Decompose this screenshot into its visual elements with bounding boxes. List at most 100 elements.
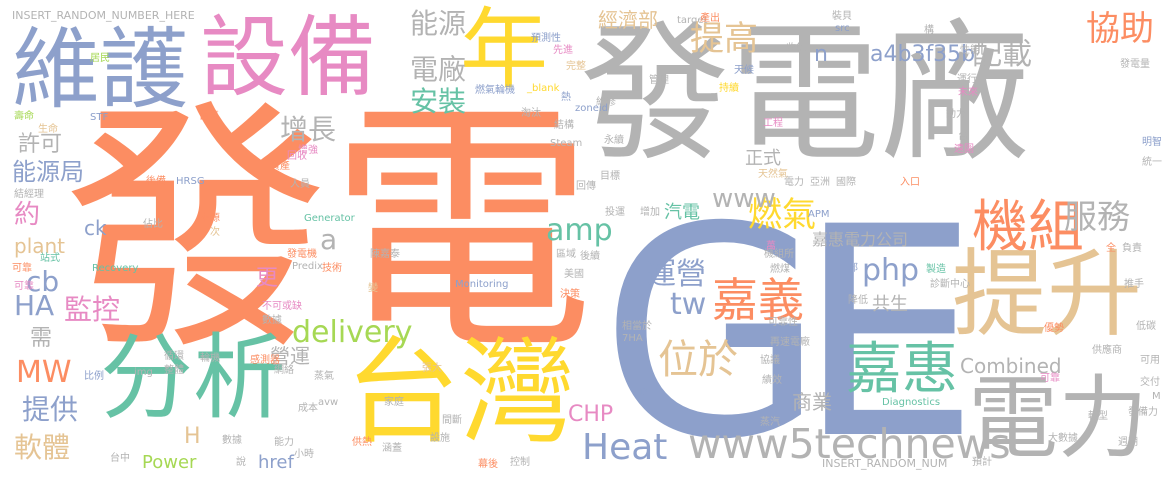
cloud-word: MW xyxy=(16,355,72,390)
cloud-word: 營運 xyxy=(270,344,310,368)
cloud-word: 目標 xyxy=(600,171,620,182)
cloud-word: Monitoring xyxy=(455,279,509,290)
cloud-word: 軟體 xyxy=(14,431,71,464)
cloud-word: 比例 xyxy=(84,371,104,382)
cloud-word: 服務 xyxy=(1064,197,1130,236)
cloud-word: 更 xyxy=(256,266,279,291)
cloud-word: 7HA xyxy=(622,333,643,344)
cloud-word: 管理 xyxy=(649,75,669,86)
cloud-word: 發電 xyxy=(64,78,594,386)
cloud-word: 需 xyxy=(30,326,53,351)
cloud-word: a4b3f35b xyxy=(870,42,976,67)
cloud-word: 相當於 xyxy=(622,321,652,332)
cloud-word: HRSG xyxy=(176,176,205,187)
cloud-word: 配載 xyxy=(972,37,1032,72)
cloud-word: 可靠 xyxy=(14,281,34,292)
cloud-word: 技術 xyxy=(322,263,342,274)
cloud-word: Recovery xyxy=(92,263,139,274)
cloud-word: 台灣 xyxy=(345,326,576,460)
cloud-word: 機組 xyxy=(972,195,1084,260)
cloud-word: 年 xyxy=(460,0,549,101)
cloud-word: 能源 xyxy=(410,7,467,40)
cloud-word: 收集 xyxy=(786,43,806,54)
cloud-word: Heat xyxy=(582,427,668,468)
cloud-word: 監控 xyxy=(64,293,121,326)
cloud-word: ck xyxy=(84,216,107,240)
cloud-word: 後備 xyxy=(146,176,166,187)
cloud-word: 低碳 xyxy=(1136,321,1156,332)
cloud-word: 可靠 xyxy=(12,263,32,274)
cloud-word: 台中 xyxy=(110,453,130,464)
cloud-word: 壽命 xyxy=(14,111,34,122)
cloud-word: 天候 xyxy=(734,65,754,76)
cloud-word: 位於 xyxy=(658,337,738,383)
cloud-word: 先進 xyxy=(553,45,573,56)
cloud-word: 大數據 xyxy=(1048,433,1078,444)
cloud-word: a xyxy=(320,223,338,256)
cloud-word: 遠圍 xyxy=(954,144,974,155)
cloud-word: 可用 xyxy=(1140,355,1160,366)
cloud-word: Generator xyxy=(304,213,355,224)
cloud-word: 持續 xyxy=(719,83,739,94)
cloud-word: 回收 xyxy=(287,151,307,162)
cloud-word: 協助 xyxy=(1086,9,1154,49)
cloud-word: 增長 xyxy=(280,113,337,146)
cloud-word: 熱 xyxy=(561,92,571,103)
cloud-word: Diagnostics xyxy=(882,397,941,408)
cloud-word: 人員 xyxy=(290,179,310,190)
cloud-word: 供熱 xyxy=(352,437,372,448)
cloud-word: 診斷中心 xyxy=(930,279,970,290)
cloud-word: 增加 xyxy=(640,207,660,218)
cloud-word: avw xyxy=(318,397,339,408)
cloud-word: 預測性 xyxy=(531,33,561,44)
cloud-word: 生命 xyxy=(38,124,58,135)
cloud-word: INSERT_RANDOM_NUMBER_HERE xyxy=(12,9,195,22)
cloud-word: HA xyxy=(14,289,55,322)
cloud-word: 轉型 xyxy=(1088,411,1108,422)
cloud-word: 蒸汽 xyxy=(760,417,780,428)
cloud-word: 提高 xyxy=(690,19,758,59)
cloud-word: 來源 xyxy=(200,213,220,224)
cloud-word: 站式 xyxy=(40,253,60,264)
cloud-word: 運行 xyxy=(957,74,977,85)
cloud-word: 週期 xyxy=(1118,437,1138,448)
cloud-word: D xyxy=(640,387,648,398)
cloud-word: n xyxy=(814,42,828,67)
cloud-word: 交付 xyxy=(1140,377,1160,388)
cloud-word: 動力 xyxy=(946,109,966,120)
cloud-word: 數據 xyxy=(222,435,242,446)
cloud-word: STF xyxy=(90,112,109,123)
cloud-word: 商業 xyxy=(792,390,832,414)
cloud-word: 不可或缺 xyxy=(262,301,302,312)
cloud-word: INSERT_RANDOM_NUM xyxy=(822,457,948,470)
cloud-word: target xyxy=(677,15,708,26)
cloud-word: 提供 xyxy=(22,393,79,426)
cloud-word: 推手 xyxy=(1124,279,1144,290)
cloud-word: delivery xyxy=(292,315,413,350)
cloud-word: 陳嘉泰 xyxy=(370,249,400,260)
cloud-word: 家庭 xyxy=(384,397,404,408)
cloud-word: 供應商 xyxy=(1092,345,1122,356)
cloud-word: www xyxy=(712,184,776,214)
cloud-word: 經濟部 xyxy=(598,8,658,32)
cloud-word: 發電量 xyxy=(1120,59,1150,70)
cloud-word: 可靠 xyxy=(1040,373,1060,384)
cloud-word: 協議 xyxy=(760,355,780,366)
cloud-word: 電力 xyxy=(968,366,1148,471)
cloud-word: 共生 xyxy=(872,294,908,315)
cloud-word: APM xyxy=(808,209,830,220)
cloud-word: 正式 xyxy=(745,148,781,169)
cloud-word: 輪機 xyxy=(200,353,220,364)
cloud-word: 居民 xyxy=(90,53,110,64)
cloud-word: 美國 xyxy=(564,269,584,280)
cloud-word: 涵蓋 xyxy=(382,443,402,454)
cloud-word: 國際 xyxy=(836,177,856,188)
cloud-word: 全 xyxy=(1106,243,1116,254)
cloud-word: 能源局 xyxy=(12,158,84,186)
cloud-word: 亞洲 xyxy=(810,177,830,188)
cloud-word: 設施 xyxy=(430,433,450,444)
cloud-word: 結經理 xyxy=(14,189,44,200)
cloud-word: 燃氣 xyxy=(748,195,816,235)
cloud-word: tw xyxy=(670,287,707,322)
